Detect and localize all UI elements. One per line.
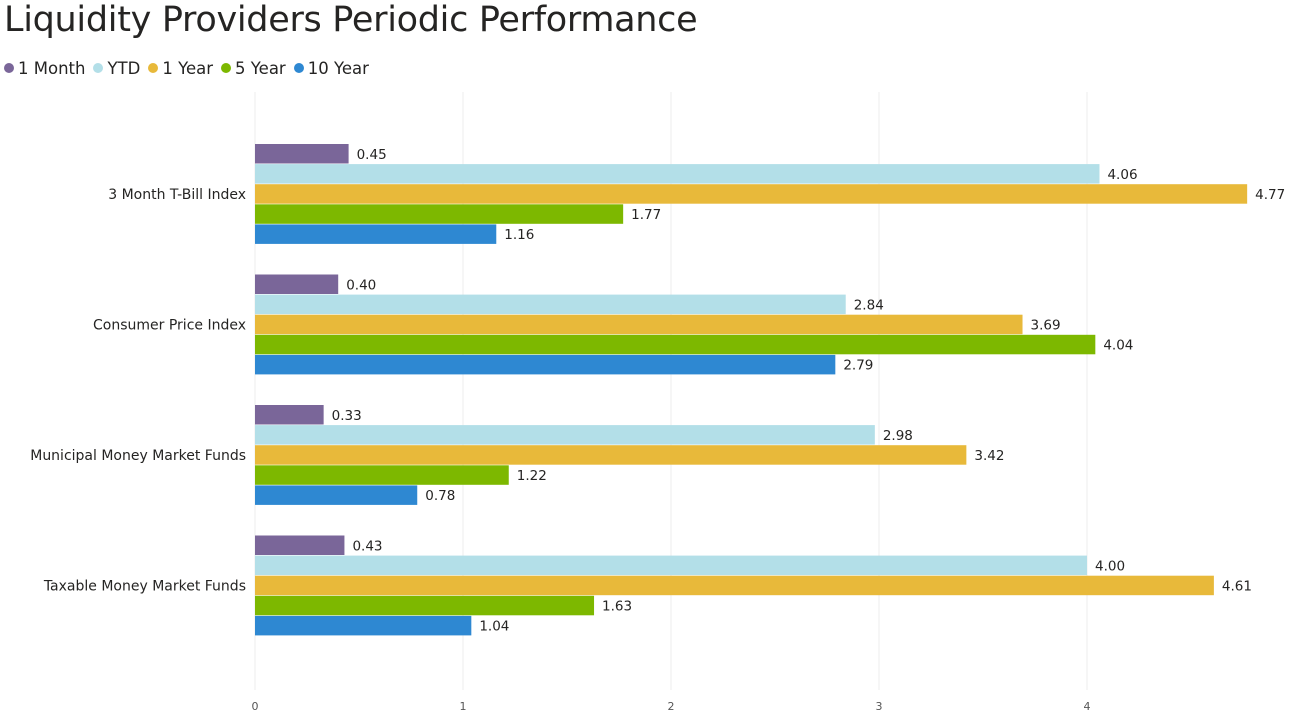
bar [255,485,418,505]
data-label: 3.69 [1031,317,1061,333]
legend-label: 5 Year [235,58,286,78]
data-label: 4.77 [1255,187,1285,203]
bar [255,144,349,164]
bar [255,354,836,375]
legend-marker [148,63,159,73]
data-label: 4.61 [1222,578,1252,594]
legend-label: 1 Month [18,58,86,78]
data-label: 0.43 [352,538,382,554]
category-label: Taxable Money Market Funds [43,578,246,594]
data-label: 2.98 [883,428,913,444]
data-label: 1.16 [504,227,534,243]
bar [255,405,324,425]
bar [255,555,1087,576]
legend-item[interactable]: YTD [93,59,140,78]
legend-marker [293,63,304,73]
data-label: 0.40 [346,277,376,293]
chart-title: Liquidity Providers Periodic Performance [4,0,698,40]
bar [255,615,472,636]
data-label: 4.00 [1095,558,1125,574]
x-tick-label: 0 [252,700,259,713]
legend-marker [4,63,14,73]
bar [255,535,345,555]
category-label: 3 Month T-Bill Index [108,187,246,203]
legend-item[interactable]: 1 Year [148,59,213,78]
bar [255,445,967,465]
data-label: 0.78 [425,488,455,504]
data-label: 1.63 [602,599,632,615]
bar [255,575,1214,596]
category-label: Municipal Money Market Funds [30,448,246,464]
data-label: 4.06 [1107,167,1137,183]
category-label: Consumer Price Index [93,317,246,333]
legend-item[interactable]: 5 Year [221,59,286,78]
legend-marker [93,63,104,73]
data-label: 2.79 [843,358,873,374]
bar [255,204,624,224]
legend-label: YTD [107,58,141,78]
bar [255,164,1100,184]
bar [255,224,497,244]
data-label: 1.77 [631,207,661,223]
data-label: 4.04 [1103,338,1133,354]
bar [255,184,1248,204]
legend-label: 1 Year [162,58,214,78]
bar [255,314,1023,335]
chart-legend: 1 Month YTD 1 Year 5 Year 10 Year [4,56,377,80]
data-label: 3.42 [974,448,1004,464]
x-tick-label: 1 [460,700,467,713]
data-label: 1.04 [479,619,509,635]
bar [255,334,1096,355]
x-tick-label: 2 [668,700,675,713]
legend-marker [221,63,232,73]
x-tick-label: 3 [876,700,883,713]
x-tick-label: 4 [1084,700,1091,713]
data-label: 0.45 [357,147,387,163]
data-label: 2.84 [854,297,884,313]
bar [255,465,509,485]
legend-label: 10 Year [307,58,369,78]
bar [255,294,846,315]
bar [255,425,875,445]
data-label: 0.33 [332,408,362,424]
bar [255,595,595,616]
bar [255,274,339,294]
legend-item[interactable]: 1 Month [4,59,85,78]
legend-item[interactable]: 10 Year [293,58,369,78]
data-label: 1.22 [517,468,547,484]
